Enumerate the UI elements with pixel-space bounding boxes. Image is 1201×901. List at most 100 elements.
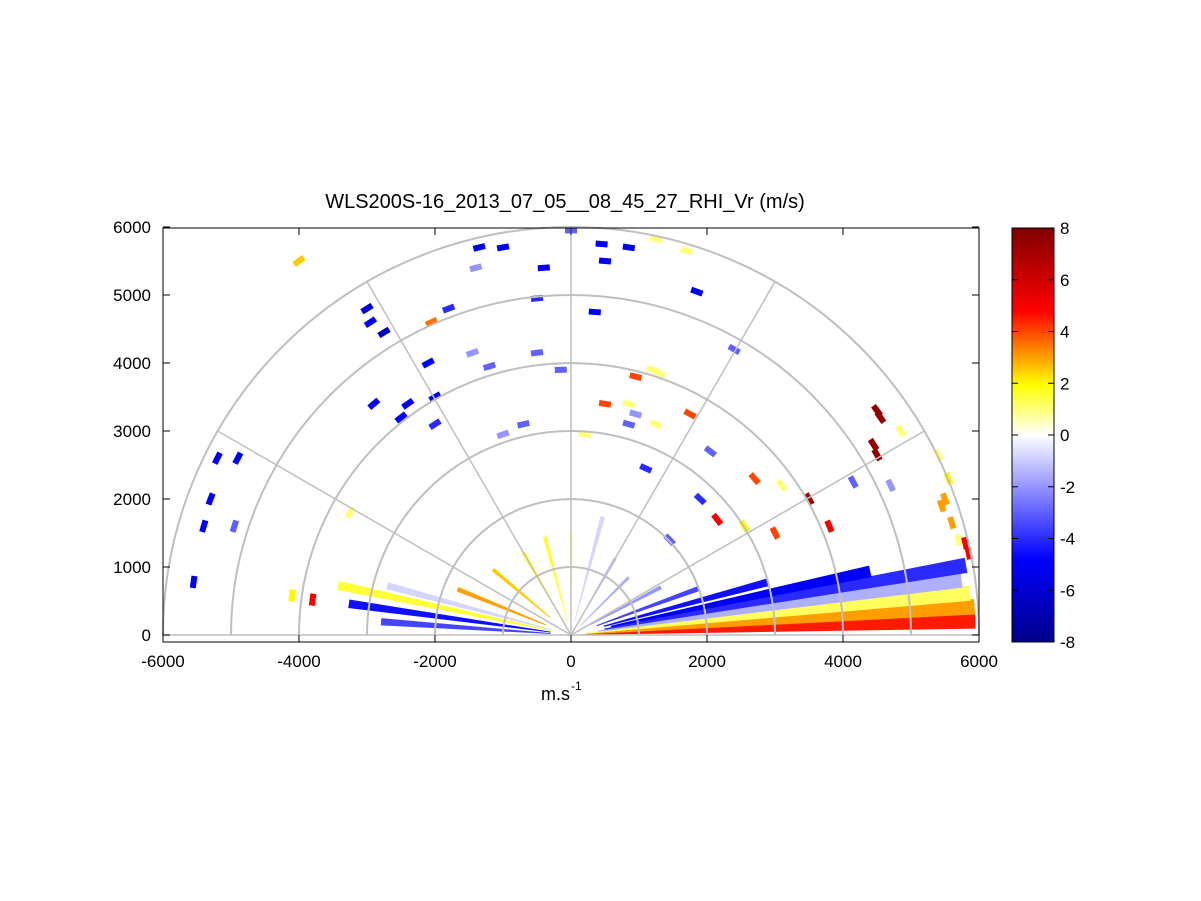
beam-7 [596, 586, 700, 627]
colorbar-tick-label-6: -4 [1060, 530, 1075, 549]
gate-26 [598, 257, 612, 265]
axis-ticks [162, 226, 980, 642]
chart-title: WLS200S-16_2013_07_05__08_45_27_RHI_Vr (… [325, 191, 805, 213]
beam-20 [380, 618, 551, 634]
y-tick-label-1: 1000 [113, 558, 151, 577]
gate-9 [377, 326, 391, 339]
gate-0 [189, 575, 198, 589]
y-tick-label-6: 6000 [113, 218, 151, 237]
colorbar-tick-label-4: 0 [1060, 426, 1069, 445]
gate-46 [578, 431, 591, 438]
colorbar-tick-label-1: 6 [1060, 271, 1069, 290]
gate-7 [360, 302, 374, 315]
gate-73 [663, 533, 676, 547]
gate-17 [469, 263, 483, 273]
gate-58 [940, 492, 950, 506]
gate-35 [530, 349, 544, 357]
gate-31 [588, 308, 602, 316]
spoke-120 [366, 281, 572, 636]
y-tick-label-5: 5000 [113, 286, 151, 305]
gate-36 [554, 366, 567, 374]
gate-19 [496, 243, 510, 252]
colorbar-tick-label-8: -8 [1060, 633, 1075, 652]
gate-74 [693, 492, 707, 506]
x-tick-label-2: -2000 [413, 652, 456, 671]
beam-13 [542, 535, 568, 622]
gate-45 [683, 408, 697, 420]
gate-12 [394, 411, 408, 424]
gate-32 [727, 343, 741, 355]
x-tick-label-3: 0 [566, 652, 575, 671]
y-tick-label-0: 0 [142, 626, 151, 645]
gate-18 [472, 243, 486, 252]
gate-2 [205, 492, 216, 506]
beam-9 [580, 576, 630, 626]
gate-50 [639, 463, 653, 474]
gate-47 [496, 429, 510, 440]
gate-69 [769, 526, 781, 540]
x-axis-label: m.s [541, 684, 570, 704]
beam-18 [337, 581, 552, 632]
y-tick-labels: 0 1000 2000 3000 4000 5000 6000 [113, 218, 151, 645]
colorbar-tick-label-2: 4 [1060, 323, 1069, 342]
gate-48 [516, 419, 530, 429]
gate-34 [482, 361, 497, 372]
gate-13 [401, 397, 415, 410]
gate-21 [441, 303, 456, 314]
gate-25 [595, 240, 608, 248]
gate-64 [803, 492, 815, 506]
polar-grid [162, 226, 980, 636]
gate-16 [428, 418, 442, 430]
gate-14 [421, 357, 435, 369]
gate-49 [703, 445, 717, 458]
spoke-150 [217, 430, 572, 636]
beam-4 [604, 557, 968, 630]
gate-43 [622, 419, 636, 429]
gate-3 [212, 451, 223, 465]
colorbar-gradient [1011, 227, 1055, 643]
gate-39 [652, 368, 667, 378]
gate-40 [598, 399, 612, 408]
beam-6 [603, 578, 770, 627]
gate-30 [690, 286, 704, 297]
gate-61 [954, 533, 963, 547]
gate-60 [947, 516, 957, 530]
beam-15 [491, 567, 551, 618]
beam-17 [386, 582, 552, 631]
gate-8 [363, 316, 378, 328]
x-tick-label-6: 6000 [960, 652, 998, 671]
spoke-60 [570, 281, 776, 636]
colorbar-tick-label-0: 8 [1060, 219, 1069, 238]
x-tick-label-4: 2000 [688, 652, 726, 671]
x-tick-labels: -6000 -4000 -2000 0 2000 4000 6000 [141, 652, 998, 671]
gate-54 [871, 448, 883, 462]
x-tick-label-5: 4000 [824, 652, 862, 671]
x-axis-label-superscript: -1 [571, 679, 582, 693]
gate-23 [537, 264, 551, 272]
gate-44 [649, 419, 663, 430]
spoke-30 [570, 430, 925, 636]
gate-29 [679, 246, 694, 256]
y-tick-label-2: 2000 [113, 490, 151, 509]
x-tick-label-0: -6000 [141, 652, 184, 671]
beam-16 [456, 586, 546, 626]
y-tick-label-3: 3000 [113, 422, 151, 441]
gate-5 [229, 519, 240, 533]
gate-76 [288, 589, 297, 602]
beam-19 [348, 599, 551, 633]
gate-33 [465, 347, 480, 358]
gate-59 [936, 499, 947, 513]
gate-42 [628, 409, 643, 419]
gate-20 [424, 317, 439, 328]
colorbar-tick-label-3: 2 [1060, 374, 1069, 393]
gate-37 [629, 372, 643, 381]
gate-72 [885, 478, 896, 493]
gate-1 [199, 519, 209, 533]
gate-70 [824, 519, 835, 533]
velocity-data-layer [189, 228, 976, 635]
gate-4 [232, 451, 244, 465]
gate-53 [867, 437, 880, 452]
plot-area: -6000 -4000 -2000 0 2000 4000 6000 0 1000 2000 30… [113, 218, 998, 704]
beam-8 [588, 585, 662, 626]
